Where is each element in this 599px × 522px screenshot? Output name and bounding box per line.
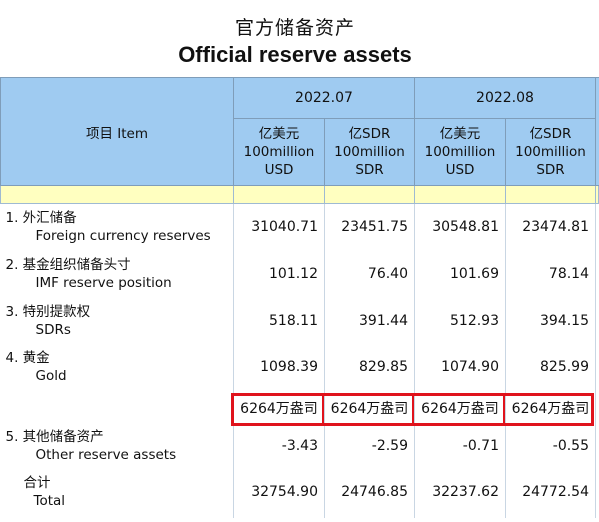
table-cell: 23451.75 [324, 203, 415, 250]
header-unit-usd-2: 亿美元 100million USD [414, 118, 506, 186]
table-cell: 32754.90 [233, 466, 325, 518]
row-label-gold: 4. 黄金 Gold [0, 344, 234, 390]
header-item: 项目 Item [0, 77, 234, 186]
table-row: 3. 特别提款权 SDRs 518.11 391.44 512.93 394.15 [0, 297, 599, 344]
table-cell: 394.15 [505, 297, 596, 344]
row-label-other-reserve: 5. 其他储备资产 Other reserve assets [0, 426, 234, 466]
gold-ounces-cell: 6264万盎司 [505, 390, 596, 426]
table-cell: 1074.90 [414, 344, 506, 390]
table-row: 5. 其他储备资产 Other reserve assets -3.43 -2.5… [0, 426, 599, 466]
table-cell: 32237.62 [414, 466, 506, 518]
total-row: 合计 Total 32754.90 24746.85 32237.62 24772… [0, 466, 599, 518]
table-cell: 24772.54 [505, 466, 596, 518]
table-row: 4. 黄金 Gold 1098.39 829.85 1074.90 825.99 [0, 344, 599, 390]
table-cell: 78.14 [505, 250, 596, 297]
table-cell: 76.40 [324, 250, 415, 297]
table-cell: 512.93 [414, 297, 506, 344]
row-label-total: 合计 Total [0, 466, 234, 518]
table-cell: 101.69 [414, 250, 506, 297]
header-unit-sdr-2: 亿SDR 100million SDR [505, 118, 596, 186]
table-row: 2. 基金组织储备头寸 IMF reserve position 101.12 7… [0, 250, 599, 297]
gold-ounces-cell: 6264万盎司 [233, 390, 325, 426]
row-label-foreign-currency: 1. 外汇储备 Foreign currency reserves [0, 203, 234, 250]
page-title-cn: 官方储备资产 [234, 17, 355, 39]
header-period-1: 2022.07 [233, 77, 415, 119]
row-label-imf-position: 2. 基金组织储备头寸 IMF reserve position [0, 250, 234, 297]
header-band [0, 185, 599, 204]
table-cell: 1098.39 [233, 344, 325, 390]
header-unit-usd-1: 亿美元 100million USD [233, 118, 325, 186]
table-cell: 101.12 [233, 250, 325, 297]
table-row: 1. 外汇储备 Foreign currency reserves 31040.7… [0, 203, 599, 250]
page-title-en: Official reserve assets [178, 42, 412, 67]
table-cell: 24746.85 [324, 466, 415, 518]
table-cell: 23474.81 [505, 203, 596, 250]
table-cell: -3.43 [233, 426, 325, 466]
table-cell: -0.55 [505, 426, 596, 466]
table-cell: 30548.81 [414, 203, 506, 250]
table-cell: 391.44 [324, 297, 415, 344]
table-cell: 829.85 [324, 344, 415, 390]
table-cell: 31040.71 [233, 203, 325, 250]
row-label-sdrs: 3. 特别提款权 SDRs [0, 297, 234, 344]
header-period-2: 2022.08 [414, 77, 596, 119]
gold-ounces-cell: 6264万盎司 [324, 390, 415, 426]
table-cell: -2.59 [324, 426, 415, 466]
header-edge [595, 77, 599, 186]
table-cell: -0.71 [414, 426, 506, 466]
gold-ounces-row: 6264万盎司 6264万盎司 6264万盎司 6264万盎司 [0, 390, 599, 426]
gold-ounces-cell: 6264万盎司 [414, 390, 506, 426]
reserve-assets-table: 项目 Item 2022.07 2022.08 亿美元 100million USD… [0, 77, 599, 518]
table-cell: 518.11 [233, 297, 325, 344]
table-cell: 825.99 [505, 344, 596, 390]
header-unit-sdr-1: 亿SDR 100million SDR [324, 118, 415, 186]
